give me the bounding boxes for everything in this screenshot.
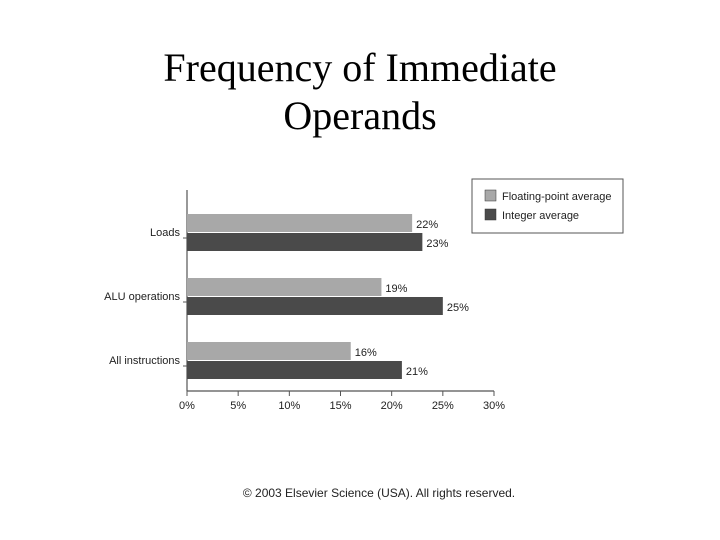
legend-box [471,178,624,234]
x-tick-label: 20% [381,400,403,412]
slide-title: Frequency of Immediate Operands [0,44,720,140]
bar-value-label: 21% [406,366,428,378]
category-label: Loads [150,227,180,239]
x-tick-label: 15% [329,400,351,412]
bar-floating-point [187,278,382,296]
bar-value-label: 25% [447,302,469,314]
legend-swatch-floating-point [484,189,497,202]
bar-integer [187,233,423,251]
x-tick-label: 30% [483,400,505,412]
bar-integer [187,361,402,379]
bar-floating-point [187,342,351,360]
bar-value-label: 22% [416,219,438,231]
bar-floating-point [187,214,413,232]
legend-label: Floating-point average [502,191,611,203]
legend-label: Integer average [502,210,579,222]
x-tick-label: 0% [179,400,195,412]
category-label: All instructions [109,355,180,367]
x-tick-label: 5% [230,400,246,412]
bar-value-label: 16% [355,347,377,359]
bar-value-label: 23% [426,238,448,250]
category-label: ALU operations [104,291,180,303]
x-tick-label: 10% [278,400,300,412]
legend-swatch-integer [484,208,497,221]
slide-title-line-1: Frequency of Immediate [163,45,557,90]
copyright-notice: © 2003 Elsevier Science (USA). All right… [242,486,516,500]
x-tick-label: 25% [432,400,454,412]
bar-value-label: 19% [385,283,407,295]
bar-integer [187,297,443,315]
slide-title-line-2: Operands [283,93,437,138]
